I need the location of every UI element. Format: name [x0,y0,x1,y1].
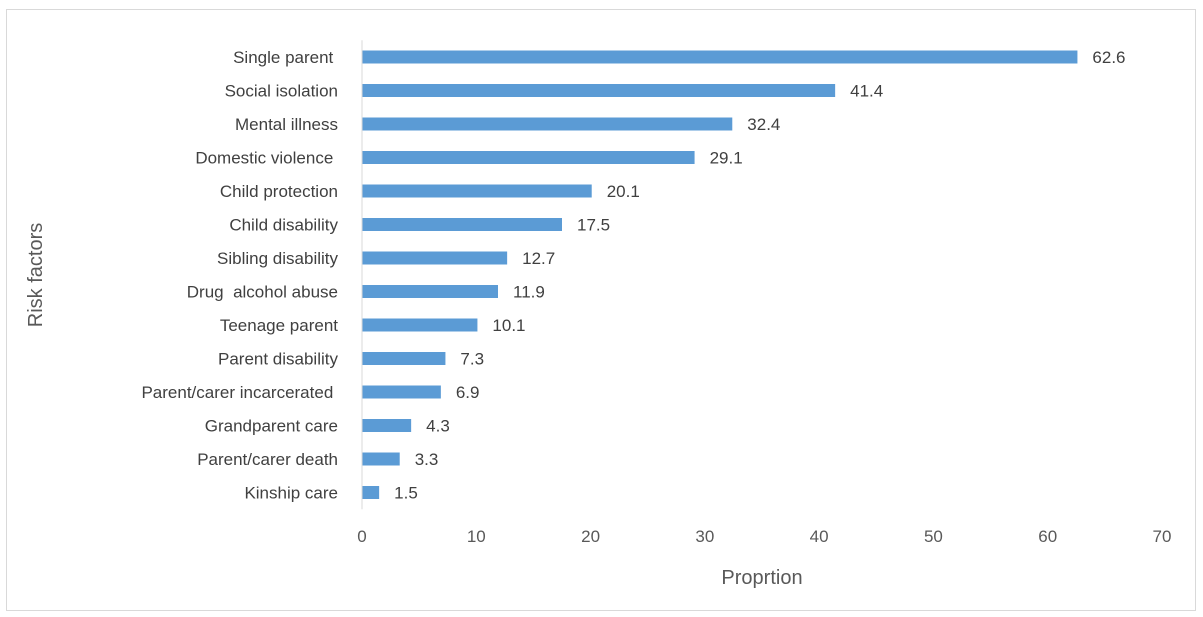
bar [362,452,400,466]
bar [362,117,733,131]
data-label: 3.3 [415,450,439,469]
data-label: 20.1 [607,182,640,201]
data-label: 62.6 [1092,48,1125,67]
bar [362,352,446,365]
bar [362,285,498,298]
category-label: Teenage parent [220,316,338,335]
bar [362,218,562,231]
category-label: Parent disability [218,350,339,369]
data-label: 17.5 [577,216,610,235]
category-label: Parent/carer death [197,450,338,469]
bar [362,151,695,164]
category-label: Sibling disability [217,249,338,268]
category-label: Child protection [220,182,338,201]
x-tick-label: 60 [1038,527,1057,546]
x-tick-label: 20 [581,527,600,546]
category-label: Kinship care [244,484,338,503]
bar [362,184,592,198]
data-label: 10.1 [492,316,525,335]
x-tick-label: 70 [1153,527,1172,546]
y-axis-title: Risk factors [25,223,47,327]
data-label: 6.9 [456,383,480,402]
category-labels-group: Single parent Social isolation Mental ill… [141,48,338,503]
data-label: 12.7 [522,249,555,268]
x-tick-label: 50 [924,527,943,546]
x-tick-label: 10 [467,527,486,546]
category-label: Mental illness [235,115,338,134]
data-label: 29.1 [710,149,743,168]
x-tick-label: 30 [695,527,714,546]
data-label: 41.4 [850,82,883,101]
x-tick-label: 0 [357,527,366,546]
data-labels-group: 62.6 41.4 32.429.1 20.1 17.5 12.7 11.9 10.1 7.3 6… [394,48,1125,503]
bar [362,50,1078,64]
data-label: 7.3 [460,350,484,369]
data-label: 4.3 [426,417,450,436]
category-label: Single parent [233,48,338,67]
chart-frame [6,9,1196,611]
category-label: Parent/carer incarcerated [141,383,338,402]
x-axis-title: Proprtion [721,567,802,589]
category-label: Domestic violence [195,149,338,168]
bar [362,84,836,97]
bar [362,419,412,432]
category-label: Social isolation [225,82,338,101]
x-tick-label: 40 [810,527,829,546]
data-label: 32.4 [747,115,780,134]
bar [362,318,478,332]
bar [362,486,380,499]
bar [362,385,441,399]
data-label: 1.5 [394,484,418,503]
data-label: 11.9 [513,283,545,302]
category-label: Grandparent care [205,417,338,436]
x-tick-labels-group: 0 10 20 30 40 50 60 70 [357,527,1171,546]
category-label: Drug alcohol abuse [187,283,338,302]
category-label: Child disability [229,216,338,235]
bars-group [362,50,1078,499]
bar [362,251,508,265]
